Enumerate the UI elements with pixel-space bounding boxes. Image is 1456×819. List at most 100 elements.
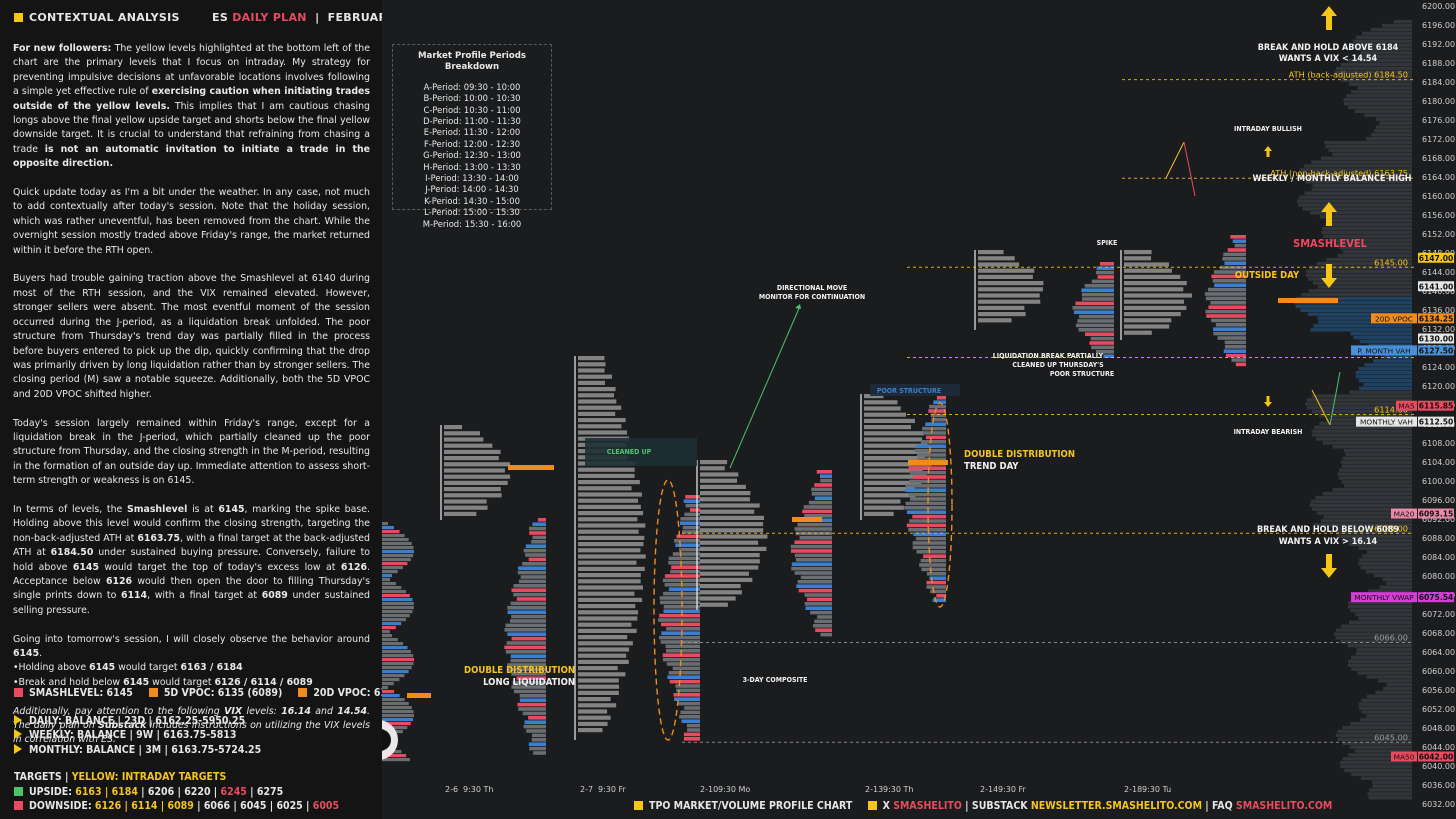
- volume-bar: [529, 526, 546, 531]
- volume-bar: [921, 567, 946, 572]
- legend-smashlevel: SMASHLEVEL: 6145: [29, 687, 133, 699]
- volume-row: [1328, 238, 1412, 242]
- header-title: CONTEXTUAL ANALYSIS: [29, 11, 180, 24]
- tpo-letters-row: [700, 484, 746, 489]
- volume-row: [1342, 250, 1412, 254]
- volume-bar: [512, 680, 546, 685]
- volume-bar: [913, 532, 946, 536]
- price-tag-side: MA50: [1394, 753, 1415, 762]
- x-tick-time: 9:30 Th: [883, 785, 913, 794]
- volume-bar: [678, 701, 700, 706]
- tpo-letters-row: [700, 534, 768, 539]
- volume-bar: [382, 634, 393, 638]
- lv-p: 6114: [120, 590, 148, 602]
- volume-bar: [925, 422, 946, 426]
- footer-site-link[interactable]: SMASHELITO.COM: [1235, 800, 1333, 812]
- upside-end: | 6275: [246, 785, 284, 798]
- volume-bar: [926, 572, 946, 576]
- tpo-letters-row: [700, 522, 764, 527]
- followers-text-2: This implies that I am cautious chasing …: [13, 100, 370, 155]
- price-tag-value: 6042.00: [1419, 753, 1454, 762]
- tpo-letters-row: [700, 577, 753, 582]
- tpo-letters-row: [700, 602, 728, 607]
- tpo-letters-row: [700, 528, 764, 533]
- volume-bar: [382, 674, 405, 678]
- y-tick-label: 6132.00: [1422, 325, 1455, 334]
- volume-bar: [528, 716, 546, 720]
- volume-bar: [513, 584, 546, 588]
- volume-row: [1350, 655, 1412, 660]
- volume-row: [1323, 515, 1412, 519]
- volume-row: [1366, 714, 1412, 718]
- volume-bar: [915, 536, 946, 541]
- volume-row: [1332, 152, 1412, 156]
- volume-row: [1309, 265, 1412, 270]
- price-tag-side-bg: [1351, 345, 1417, 356]
- tm-c: .: [39, 647, 43, 659]
- legend: SMASHLEVEL: 6145 5D VPOC: 6135 (6089) 20D …: [14, 686, 438, 814]
- volume-bar: [810, 610, 832, 615]
- volume-bar: [382, 538, 409, 542]
- volume-row: [1334, 70, 1412, 75]
- y-tick-label: 6064.00: [1422, 648, 1455, 657]
- volume-bar: [538, 518, 546, 522]
- y-tick-label: 6144.00: [1422, 268, 1455, 277]
- price-tag-bg: [1418, 313, 1454, 324]
- volume-row: [1348, 659, 1412, 663]
- volume-bar: [520, 575, 546, 579]
- volume-row: [1370, 27, 1412, 32]
- volume-bar: [382, 638, 398, 642]
- volume-bar: [531, 540, 546, 544]
- volume-row: [1357, 86, 1412, 90]
- volume-bar: [662, 578, 700, 583]
- volume-bar: [815, 628, 832, 632]
- header-symbol: ES: [212, 11, 229, 24]
- footer-newsletter-link[interactable]: NEWSLETTER.SMASHELITO.COM: [1030, 800, 1202, 812]
- footer-square2-icon: [867, 801, 877, 810]
- tpo-letters-row: [578, 684, 620, 689]
- volume-bar: [908, 466, 946, 470]
- tpo-letters-row: [978, 287, 1043, 292]
- footer-x-handle[interactable]: SMASHELITO: [893, 800, 962, 812]
- bearish-path-green: [1329, 371, 1341, 426]
- volume-bar: [382, 558, 411, 562]
- footer-faq: | FAQ: [1201, 800, 1236, 812]
- header: CONTEXTUAL ANALYSIS ES DAILY PLAN | FEBR…: [14, 11, 455, 24]
- volume-bar: [505, 650, 546, 654]
- mp-period-2: C-Period: 10:30 - 11:00: [423, 104, 521, 115]
- tpo-letters-row: [444, 437, 484, 442]
- tpo-letters-row: [578, 703, 617, 708]
- volume-bar: [659, 635, 700, 640]
- poor-structure-annotation: POOR STRUCTURE: [877, 387, 941, 395]
- volume-row: [1349, 390, 1412, 394]
- volume-row: [1363, 382, 1412, 387]
- tpo-letters-row: [578, 715, 611, 720]
- volume-bar: [531, 738, 546, 742]
- tpo-letters-row: [444, 474, 511, 479]
- volume-bar: [1096, 266, 1114, 270]
- volume-bar: [1210, 301, 1246, 305]
- break-below-line1: BREAK AND HOLD BELOW 6089: [1257, 525, 1399, 535]
- volume-row: [1353, 43, 1412, 47]
- volume-bar: [660, 600, 700, 605]
- volume-row: [1298, 203, 1412, 207]
- tpo-letters-row: [1124, 330, 1152, 335]
- double-dist-trend-1: DOUBLE DISTRIBUTION: [964, 449, 1075, 460]
- volume-bar: [666, 627, 700, 631]
- volume-bar: [936, 396, 946, 400]
- volume-row: [1358, 55, 1412, 59]
- downside-red: 6005: [312, 800, 340, 812]
- volume-bar: [511, 614, 546, 619]
- y-tick-label: 6156.00: [1422, 211, 1455, 220]
- tpo-letters-row: [864, 400, 898, 405]
- volume-bar: [528, 557, 546, 562]
- footer-x: X: [882, 800, 894, 812]
- tpo-letters-row: [978, 299, 1041, 304]
- tomorrow-list: Holding above 6145 would target 6163 / 6…: [13, 661, 370, 690]
- volume-bar: [510, 654, 546, 658]
- volume-bar: [1097, 275, 1114, 279]
- volume-bar: [382, 522, 388, 526]
- tpo-letters-row: [700, 540, 759, 545]
- tpo-letters-row: [700, 584, 741, 589]
- monthly-triangle-icon: [14, 743, 22, 754]
